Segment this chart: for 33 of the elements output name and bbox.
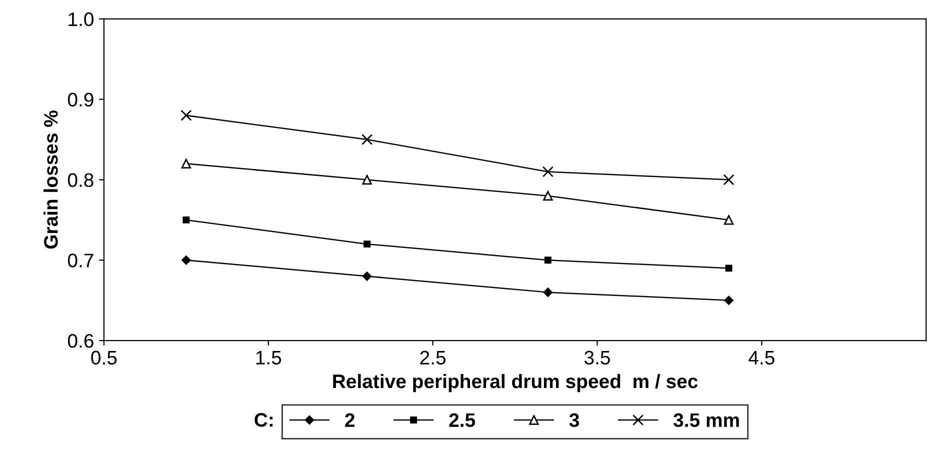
point xyxy=(542,166,554,178)
point xyxy=(544,256,552,264)
point xyxy=(723,174,734,186)
legend-title: C: xyxy=(254,412,273,427)
point xyxy=(724,215,734,225)
y-tick-label: 0.9 xyxy=(68,92,94,107)
x-tick-label: 3.5 xyxy=(584,350,610,365)
legend-label: 3.5 mm xyxy=(674,413,739,428)
point xyxy=(543,190,553,201)
point xyxy=(182,256,191,265)
y-tick-label: 0.8 xyxy=(68,173,94,187)
legend-label: 2.5 xyxy=(449,413,476,428)
point xyxy=(181,158,192,169)
legend-label: 3 xyxy=(569,413,580,428)
point xyxy=(361,134,373,146)
point xyxy=(362,174,372,185)
y-tick-label: 0.7 xyxy=(68,254,94,268)
x-tick-label: 4.5 xyxy=(748,350,774,365)
point xyxy=(182,216,190,224)
x-tick-label: 1.5 xyxy=(256,350,282,365)
x-tick-label: 2.5 xyxy=(420,350,446,365)
point xyxy=(180,110,192,121)
y-axis-title: Grain losses % xyxy=(44,110,58,249)
legend-label: 2 xyxy=(345,413,354,427)
x-axis-title: Relative peripheral drum speed m / sec xyxy=(333,374,698,392)
x-tick-label: 0.5 xyxy=(91,350,117,365)
point xyxy=(543,288,553,297)
point xyxy=(725,264,732,272)
point xyxy=(362,272,372,281)
point xyxy=(364,240,371,248)
y-tick-label: 0.6 xyxy=(68,334,94,348)
point xyxy=(724,296,734,305)
y-tick-label: 1.0 xyxy=(68,12,94,26)
